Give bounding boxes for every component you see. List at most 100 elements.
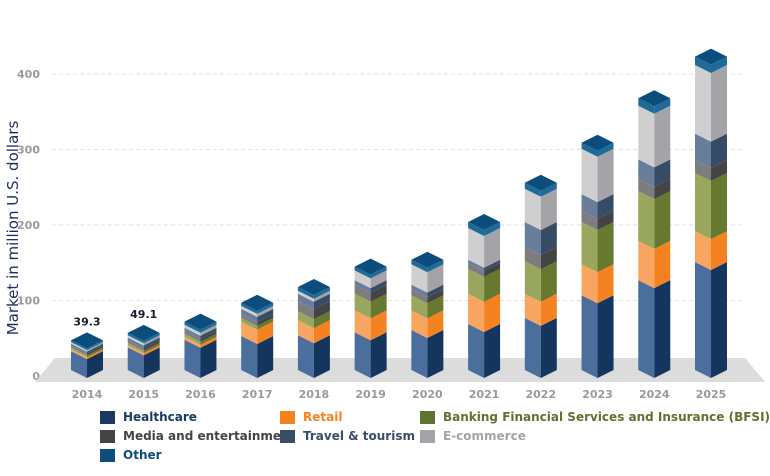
bar-segment-other-left [695,56,711,73]
bar-segment-other-left [297,286,314,299]
bar-2020 [411,251,444,378]
legend-label: E-commerce [443,429,526,443]
bar-segment-other-left [127,332,144,344]
bar-segment-right [257,305,274,317]
x-tick-label: 2023 [582,388,613,401]
bar-2015 [127,324,160,378]
bar-segment-other-left [241,302,258,314]
bar-segment-right [427,295,444,319]
x-tick-label: 2020 [412,388,443,401]
bar-segment-other-top [695,48,727,65]
bar-segment-other-right [654,98,671,114]
legend-item[interactable]: Other [100,448,162,462]
bar-segment-right [484,268,501,302]
bar-segment-left [297,290,314,302]
bar-segment-left [638,105,655,168]
y-tick-label: 100 [17,295,40,308]
bar-segment-left [127,342,144,354]
bar-segment-left [524,293,541,326]
bar-segment-other-top [297,278,330,295]
bar-segment-left [411,329,428,378]
bar-segment-left [184,330,201,342]
bar-segment-other-right [313,286,330,299]
bar-segment-right [87,351,103,378]
bar-segment-left [638,191,655,249]
legend-item[interactable]: Media and entertainment [100,429,295,443]
x-tick-label: 2021 [469,388,500,401]
bar-segment-right [87,347,103,358]
bar-segment-left [468,228,485,268]
bar-segment-left [468,268,485,302]
bar-2016 [184,313,217,378]
bar-segment-right [370,280,387,293]
bar-segment-left [184,339,201,378]
bar-segment-right [200,324,217,336]
bar-segment-right [427,284,444,298]
bar-segment-left [695,231,711,271]
bar-segment-right [143,342,160,354]
legend-item[interactable]: E-commerce [420,429,526,443]
bar-2018 [297,278,330,378]
bar-segment-right [484,259,501,271]
bar-segment-left [71,343,87,354]
bar-segment-right [370,284,387,302]
bar-segment-right [313,311,330,329]
legend-label: Media and entertainment [123,429,296,443]
bar-segment-right [540,188,557,231]
legend-swatch [420,410,435,424]
bar-segment-left [581,222,598,273]
legend-swatch [100,429,115,443]
bar-segment-right [143,347,160,378]
bar-segment-other-top [468,214,501,231]
bar-segment-right [597,148,614,203]
bar-segment-other-left [638,98,655,114]
bar-segment-left [241,317,258,330]
bar-segment-other-top [241,294,274,311]
x-tick-label: 2019 [355,388,386,401]
bar-segment-right [257,336,274,378]
bar-segment-other-right [711,56,727,73]
bar-segment-right [484,323,501,378]
bar-segment-left [354,293,371,319]
bar-segment-other-right [484,222,501,237]
bar-segment-right [597,194,614,219]
legend-label: Other [123,448,162,462]
bar-segment-right [540,317,557,378]
bar-segment-left [71,349,87,360]
bar-segment-right [711,262,727,378]
bar-2025 [695,48,727,378]
legend-item[interactable]: Travel & tourism [280,429,415,443]
bar-segment-left [468,323,485,378]
bar-segment-right [540,293,557,326]
bar-segment-other-left [468,222,485,237]
bar-segment-other-right [597,142,614,157]
bar-segment-right [484,293,501,332]
bar-segment-left [354,284,371,302]
bar-segment-right [143,335,160,346]
legend-item[interactable]: Retail [280,410,342,424]
legend-item[interactable]: Healthcare [100,410,197,424]
bar-segment-right [143,337,160,349]
bar-segment-other-top [411,251,444,268]
bar-segment-right [540,222,557,255]
bar-segment-right [427,289,444,304]
bar-segment-right [87,343,103,354]
bar-segment-other-right [427,259,444,273]
y-axis-title: Market in million U.S. dollars [4,121,22,336]
y-tick-label: 300 [17,144,40,157]
bar-segment-left [411,310,428,338]
legend-label: Retail [303,410,343,424]
x-tick-label: 2022 [526,388,557,401]
legend-item[interactable]: Banking Financial Services and Insurance… [420,410,770,424]
bar-segment-right [200,336,217,348]
bar-segment-left [468,293,485,332]
bar-segment-other-left [524,182,541,197]
bar-segment-left [71,351,87,378]
data-label: 39.3 [73,315,100,328]
bar-segment-right [257,308,274,323]
bar-segment-left [127,347,144,378]
bar-segment-right [143,340,160,351]
bar-segment-right [313,301,330,320]
data-label: 49.1 [130,308,157,321]
